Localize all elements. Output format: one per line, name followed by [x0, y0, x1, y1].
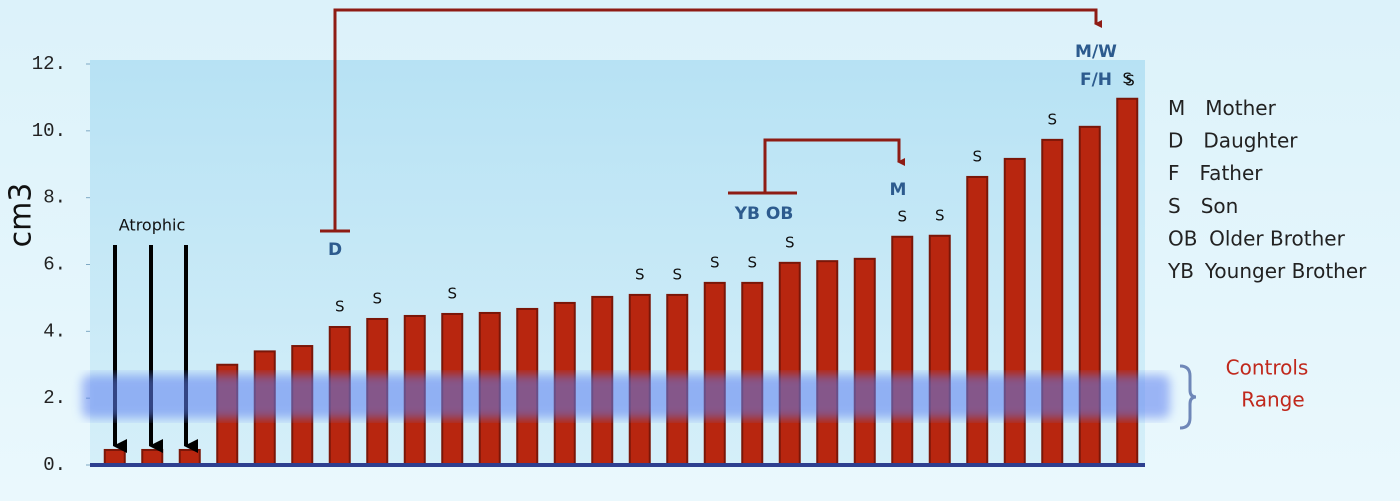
bar-label: S — [935, 206, 945, 224]
y-tick-label: 6. — [43, 254, 66, 276]
legend-entry: M Mother — [1168, 96, 1277, 120]
bar-label: S — [372, 289, 382, 307]
annotation: D — [328, 240, 342, 260]
legend-abbr: D — [1168, 128, 1183, 152]
bar-label: S — [972, 147, 982, 165]
bracket — [1179, 364, 1197, 430]
legend-name: Younger Brother — [1204, 259, 1367, 283]
bar — [141, 448, 164, 466]
legend-name: Mother — [1205, 96, 1276, 120]
annotation: M — [890, 180, 907, 200]
y-tick-label: 10. — [32, 120, 66, 142]
y-tick-label: 12. — [32, 53, 66, 75]
bar-label: S — [747, 253, 757, 271]
bar-label: S — [447, 284, 457, 302]
connector-brothers-m — [728, 138, 899, 195]
bar — [103, 448, 126, 466]
bar — [741, 281, 764, 467]
connector-d-mw — [320, 8, 1096, 233]
legend-entry: YB Younger Brother — [1167, 259, 1367, 283]
annotation: M/W — [1075, 42, 1117, 62]
bar-label: S — [897, 207, 907, 225]
y-tick-label: 4. — [43, 320, 66, 342]
y-axis-label: cm3 — [4, 183, 39, 248]
bar-label: S — [1122, 69, 1132, 87]
annotation: YB OB — [734, 204, 794, 224]
y-tick-label: 2. — [43, 387, 66, 409]
bar — [178, 448, 201, 466]
controls-label: Range — [1241, 388, 1304, 412]
legend-abbr: M — [1168, 96, 1185, 120]
bar — [853, 257, 876, 466]
legend-entry: S Son — [1168, 193, 1238, 217]
y-tick-label: 8. — [43, 187, 66, 209]
legend-name: Daughter — [1203, 128, 1298, 152]
bar — [778, 261, 801, 466]
bar-label: S — [672, 265, 682, 283]
legend-entry: OB Older Brother — [1168, 226, 1346, 250]
annotation: F/H — [1080, 70, 1112, 90]
bar — [1003, 157, 1026, 467]
controls-band — [82, 374, 1170, 419]
legend-name: Son — [1201, 193, 1239, 217]
legend-abbr: S — [1168, 193, 1181, 217]
y-tick-label: 0. — [43, 454, 66, 476]
legend-abbr: OB — [1168, 226, 1197, 250]
legend-abbr: YB — [1167, 259, 1193, 283]
bar-label: S — [335, 297, 345, 315]
bar — [891, 235, 914, 466]
annotation: S — [1125, 72, 1135, 90]
bar — [928, 234, 951, 466]
bar — [966, 175, 989, 466]
bar — [816, 260, 839, 466]
controls-label: Controls — [1226, 356, 1309, 380]
legend-name: Father — [1200, 161, 1264, 185]
legend-entry: D Daughter — [1168, 128, 1298, 152]
legend-entry: F Father — [1168, 161, 1263, 185]
bar — [703, 281, 726, 467]
annotation: Atrophic — [119, 216, 186, 235]
legend-name: Older Brother — [1209, 226, 1345, 250]
bar-label: S — [785, 233, 795, 251]
bar-label: S — [1047, 110, 1057, 128]
legend-abbr: F — [1168, 161, 1180, 185]
bar-label: S — [635, 265, 645, 283]
bar-label: S — [710, 253, 720, 271]
